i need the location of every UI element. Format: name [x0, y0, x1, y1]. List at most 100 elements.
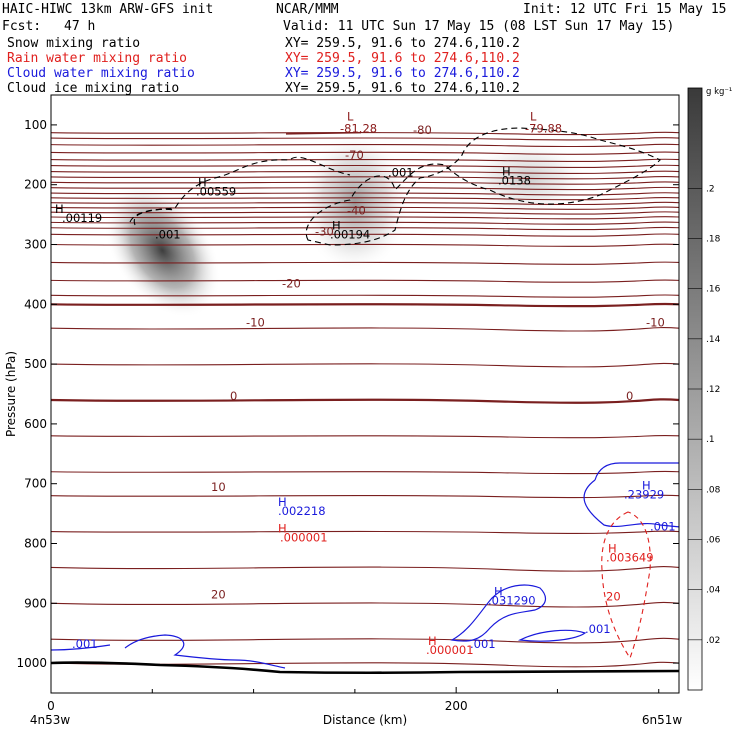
- temperature-contour: [51, 226, 679, 231]
- temperature-label: 0: [230, 389, 237, 403]
- low-marker: L: [530, 110, 537, 124]
- init-time: Init: 12 UTC Fri 15 May 15: [523, 2, 727, 17]
- high-marker: H: [198, 175, 207, 189]
- y-tick-label: 100: [24, 118, 47, 132]
- cloud-water-contour-1: [583, 462, 679, 528]
- temperature-contour: [51, 201, 679, 206]
- colorbar-tick-label: .06: [706, 536, 721, 546]
- temperature-contour: [51, 143, 679, 148]
- high-value: .003649: [606, 550, 654, 564]
- colorbar-tick-label: .02: [706, 636, 720, 646]
- high-marker: H: [332, 219, 341, 233]
- temperature-contour: [51, 566, 679, 572]
- high-value: .002218: [278, 504, 326, 518]
- contour-label: 20: [606, 589, 621, 603]
- y-tick-label: 200: [24, 178, 47, 192]
- high-marker: H: [608, 541, 617, 555]
- field-xy-snow: XY= 259.5, 91.6 to 274.6,110.2: [285, 36, 520, 51]
- temperature-label: -80: [413, 123, 432, 137]
- x-axis-label: Distance (km): [323, 713, 407, 727]
- temperature-label: -10: [246, 315, 265, 329]
- temperature-contour: [51, 279, 679, 283]
- temperature-contour: [51, 261, 679, 265]
- cloud-water-contour-4: [51, 634, 286, 669]
- colorbar-tick-label: .08: [706, 485, 721, 495]
- temperature-label: 10: [211, 480, 226, 494]
- y-tick-label: 500: [24, 357, 47, 371]
- colorbar-tick-label: .04: [706, 586, 721, 596]
- temperature-contour: [51, 243, 679, 247]
- contour-label: .001: [155, 228, 181, 242]
- temperature-contour: [51, 186, 679, 191]
- valid-time: Valid: 11 UTC Sun 17 May 15 (08 LST Sun …: [283, 19, 675, 34]
- x-tick-label: 0: [47, 699, 55, 713]
- x-tick-label: 200: [445, 699, 468, 713]
- colorbar-tick-label: .18: [706, 235, 721, 245]
- high-marker: H: [278, 495, 287, 509]
- contour-label: .001: [72, 637, 98, 651]
- high-value: .00194: [330, 228, 370, 242]
- temperature-contour: [51, 137, 679, 141]
- temperature-contour: [51, 530, 679, 534]
- temperature-contour: [51, 327, 679, 332]
- terrain-line: [51, 661, 679, 675]
- colorbar-tick-label: .2: [706, 184, 715, 194]
- low-value: -81.28: [340, 122, 377, 136]
- temperature-label: -70: [345, 148, 364, 162]
- low-value: -79.88: [525, 122, 562, 136]
- temperature-contour: [51, 196, 679, 201]
- temperature-contour: [51, 233, 679, 237]
- temperature-contour: [51, 637, 679, 644]
- high-value: .000001: [280, 531, 328, 545]
- temperature-contour: [51, 470, 679, 475]
- high-marker: H: [642, 479, 651, 493]
- temperature-contour: [51, 494, 679, 499]
- temperature-contour: [51, 175, 679, 180]
- temperature-label: 20: [211, 588, 226, 602]
- plot-frame: [50, 94, 680, 694]
- field-xy-cloud-ice: XY= 259.5, 91.6 to 274.6,110.2: [285, 81, 520, 96]
- high-marker: H: [428, 634, 437, 648]
- rain-contour-1: [601, 511, 651, 660]
- snow-contour-2: [305, 127, 661, 246]
- high-value: .000001: [426, 643, 474, 657]
- mixing-ratio-shade: [104, 183, 221, 318]
- forecast-label: Fcst:: [2, 19, 42, 34]
- y-tick-label: 900: [24, 596, 47, 610]
- temperature-contour: [51, 302, 679, 308]
- field-name-snow: Snow mixing ratio: [7, 36, 141, 51]
- high-marker: H: [278, 522, 287, 536]
- colorbar-tick-label: .12: [706, 385, 720, 395]
- temperature-label: -10: [646, 315, 665, 329]
- temperature-contour: [285, 131, 362, 135]
- field-name-rain: Rain water mixing ratio: [7, 51, 188, 66]
- plot-title: HAIC-HIWC 13km ARW-GFS init: [2, 2, 214, 17]
- high-value: .00559: [196, 184, 236, 198]
- cloud-water-contour-2: [450, 584, 546, 642]
- temperature-contour: [51, 221, 679, 225]
- temperature-label: -40: [347, 204, 366, 218]
- high-marker: H: [502, 165, 511, 179]
- snow-contour-3: [129, 208, 176, 223]
- colorbar-unit: g kg⁻¹: [706, 87, 732, 97]
- temperature-label: -20: [282, 277, 301, 291]
- y-tick-label: 800: [24, 537, 47, 551]
- x-end-location: 6n51w: [642, 713, 683, 727]
- high-marker: H: [55, 202, 64, 216]
- temperature-contour: [51, 398, 679, 404]
- colorbar-tick-label: .16: [706, 285, 721, 295]
- temperature-contour: [51, 211, 679, 215]
- y-tick-label: 400: [24, 297, 47, 311]
- field-xy-cloud-water: XY= 259.5, 91.6 to 274.6,110.2: [285, 66, 520, 81]
- y-tick-label: 600: [24, 417, 47, 431]
- temperature-label: -30: [315, 225, 334, 239]
- field-name-cloud-water: Cloud water mixing ratio: [7, 66, 195, 81]
- temperature-contour: [51, 294, 679, 298]
- temperature-contour: [51, 601, 679, 608]
- forecast-hours: 47 h: [64, 19, 96, 34]
- field-name-cloud-ice: Cloud ice mixing ratio: [7, 81, 180, 96]
- y-tick-label: 300: [24, 238, 47, 252]
- temperature-contour: [51, 434, 679, 439]
- temperature-contour: [51, 362, 679, 368]
